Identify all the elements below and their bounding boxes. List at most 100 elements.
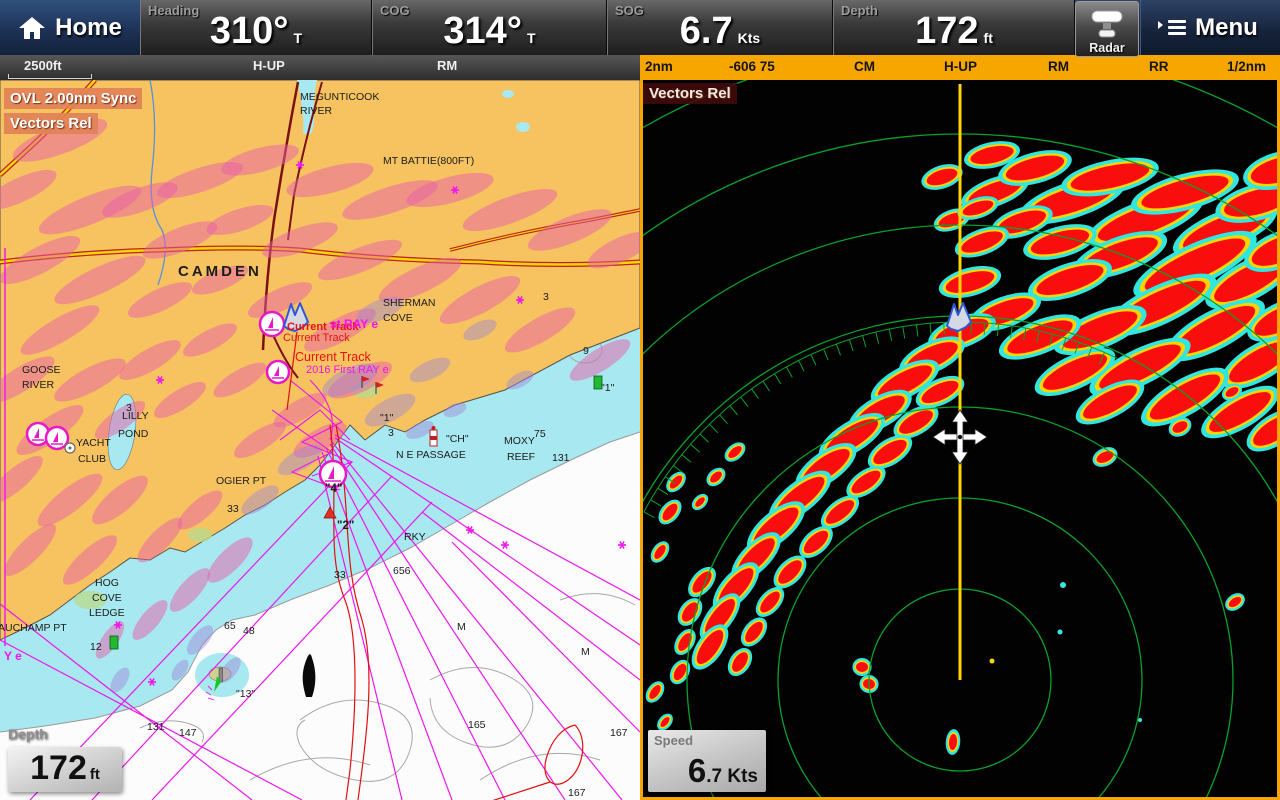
svg-text:YACHT: YACHT bbox=[76, 437, 111, 449]
svg-text:GOOSE: GOOSE bbox=[22, 364, 61, 376]
radar-rr-label: RR bbox=[1149, 59, 1169, 74]
svg-text:12: 12 bbox=[90, 641, 102, 653]
depth-widget-unit: ft bbox=[89, 766, 100, 783]
svg-text:"4": "4" bbox=[325, 483, 342, 495]
svg-text:CAMDEN: CAMDEN bbox=[178, 263, 262, 280]
chart-pane[interactable]: CAMDEN MEGUNTICOOK RIVER MT BATTIE(800FT) SH… bbox=[0, 80, 640, 800]
beacon-tower-icon bbox=[429, 426, 438, 447]
radar-app-button[interactable]: Radar bbox=[1075, 1, 1139, 57]
svg-text:OGIER PT: OGIER PT bbox=[216, 475, 267, 487]
radar-pane-border-left bbox=[640, 55, 643, 800]
radar-cursor[interactable] bbox=[932, 409, 988, 465]
svg-text:RIVER: RIVER bbox=[300, 105, 333, 117]
databox-heading-value: 310° T bbox=[209, 10, 303, 53]
radar-pane-border-right bbox=[1277, 55, 1280, 800]
svg-text:Current Track: Current Track bbox=[295, 350, 371, 364]
svg-text:33: 33 bbox=[334, 569, 346, 581]
menu-icon bbox=[1158, 19, 1187, 36]
databox-heading: Heading 310° T bbox=[140, 0, 372, 55]
radar-scanner-icon bbox=[1091, 10, 1123, 38]
green-can-icon bbox=[593, 375, 603, 390]
svg-text:M: M bbox=[457, 621, 466, 633]
databox-sog-label: SOG bbox=[615, 3, 644, 18]
green-can-icon bbox=[109, 635, 119, 650]
databox-depth-unit: ft bbox=[983, 30, 993, 47]
radar-bearing-ticks bbox=[643, 321, 1118, 519]
marina-icon bbox=[318, 459, 348, 489]
svg-text:"1": "1" bbox=[380, 412, 394, 424]
svg-text:Y e: Y e bbox=[4, 649, 22, 663]
depth-widget-label: Depth bbox=[8, 726, 48, 742]
svg-text:"1": "1" bbox=[601, 382, 615, 394]
marina-icon bbox=[258, 310, 286, 338]
flag-icon bbox=[361, 376, 370, 388]
svg-text:147: 147 bbox=[179, 727, 197, 739]
chart-symbols bbox=[25, 302, 603, 701]
radar-rangebar: 2nm -606 75 CM H-UP RM RR 1/2nm bbox=[640, 55, 1280, 80]
vectors-mode-badge: Vectors Rel bbox=[4, 113, 98, 134]
svg-text:Current Track: Current Track bbox=[287, 321, 359, 333]
chart-scale-label[interactable]: 2500ft bbox=[24, 58, 62, 73]
svg-text:48: 48 bbox=[243, 625, 255, 637]
pond bbox=[516, 122, 530, 132]
chart-labels: CAMDEN MEGUNTICOOK RIVER MT BATTIE(800FT) SH… bbox=[0, 91, 628, 799]
menu-label: Menu bbox=[1195, 13, 1258, 41]
databox-heading-label: Heading bbox=[148, 3, 200, 18]
radar-pane-border-bottom bbox=[640, 797, 1280, 800]
svg-text:33: 33 bbox=[227, 503, 239, 515]
svg-text:MEGUNTICOOK: MEGUNTICOOK bbox=[300, 91, 379, 103]
radar-display[interactable] bbox=[640, 80, 1280, 800]
svg-text:N E PASSAGE: N E PASSAGE bbox=[396, 449, 466, 461]
databox-cog: COG 314° T bbox=[372, 0, 607, 55]
chart-deep-water bbox=[0, 432, 640, 800]
svg-text:CLUB: CLUB bbox=[78, 453, 106, 465]
depth-widget-box: 172 ft bbox=[8, 747, 122, 792]
svg-text:75: 75 bbox=[534, 428, 546, 440]
chart-star-marks bbox=[114, 161, 626, 686]
svg-text:167: 167 bbox=[568, 787, 586, 799]
home-button[interactable]: Home bbox=[0, 0, 141, 55]
radar-app-button-label: Radar bbox=[1089, 41, 1125, 55]
svg-text:SHERMAN: SHERMAN bbox=[383, 297, 436, 309]
databox-depth: Depth 172 ft bbox=[833, 0, 1075, 55]
svg-text:131: 131 bbox=[147, 721, 165, 733]
radar-pane[interactable]: Vectors Rel Speed 6.7 Kts bbox=[640, 80, 1280, 800]
databox-sog: SOG 6.7 Kts bbox=[607, 0, 833, 55]
depth-contour-edge bbox=[0, 431, 640, 733]
svg-text:3: 3 bbox=[543, 291, 549, 303]
svg-text:MT BATTIE(800FT): MT BATTIE(800FT) bbox=[383, 155, 474, 167]
pond bbox=[502, 90, 514, 98]
svg-text:RKY: RKY bbox=[404, 531, 426, 543]
svg-text:167: 167 bbox=[610, 727, 628, 739]
databox-heading-unit: T bbox=[293, 30, 303, 47]
menu-button[interactable]: Menu bbox=[1140, 0, 1280, 55]
databox-cog-label: COG bbox=[380, 3, 410, 18]
databox-depth-value: 172 ft bbox=[915, 10, 993, 53]
marina-icon bbox=[44, 425, 70, 451]
svg-text:3: 3 bbox=[126, 402, 132, 414]
radar-overlay-blobs bbox=[0, 118, 640, 693]
databox-cog-unit: T bbox=[527, 30, 536, 47]
home-label: Home bbox=[55, 13, 122, 41]
svg-text:RIVER: RIVER bbox=[22, 379, 55, 391]
databox-depth-label: Depth bbox=[841, 3, 878, 18]
svg-text:COVE: COVE bbox=[383, 312, 413, 324]
svg-text:HOG: HOG bbox=[95, 577, 119, 589]
chart-orientation-label: H-UP bbox=[253, 58, 285, 73]
home-icon bbox=[19, 16, 46, 39]
svg-text:MOXY: MOXY bbox=[504, 435, 535, 447]
svg-text:9: 9 bbox=[583, 345, 589, 357]
svg-text:REEF: REEF bbox=[507, 451, 535, 463]
svg-text:"2": "2" bbox=[337, 520, 354, 532]
svg-text:COVE: COVE bbox=[92, 592, 122, 604]
overlay-sync-badge: OVL 2.00nm Sync bbox=[4, 88, 143, 109]
chart-scale-bracket bbox=[8, 74, 92, 79]
nautical-chart[interactable]: CAMDEN MEGUNTICOOK RIVER MT BATTIE(800FT) SH… bbox=[0, 80, 640, 800]
radar-motion-mode-label: RM bbox=[1048, 59, 1069, 74]
svg-text:131: 131 bbox=[552, 452, 570, 464]
radar-speed-widget: Speed 6.7 Kts bbox=[648, 730, 766, 792]
radar-orientation-label: H-UP bbox=[944, 59, 977, 74]
light-icon bbox=[205, 667, 223, 701]
radar-range-label[interactable]: 2nm bbox=[645, 59, 673, 74]
